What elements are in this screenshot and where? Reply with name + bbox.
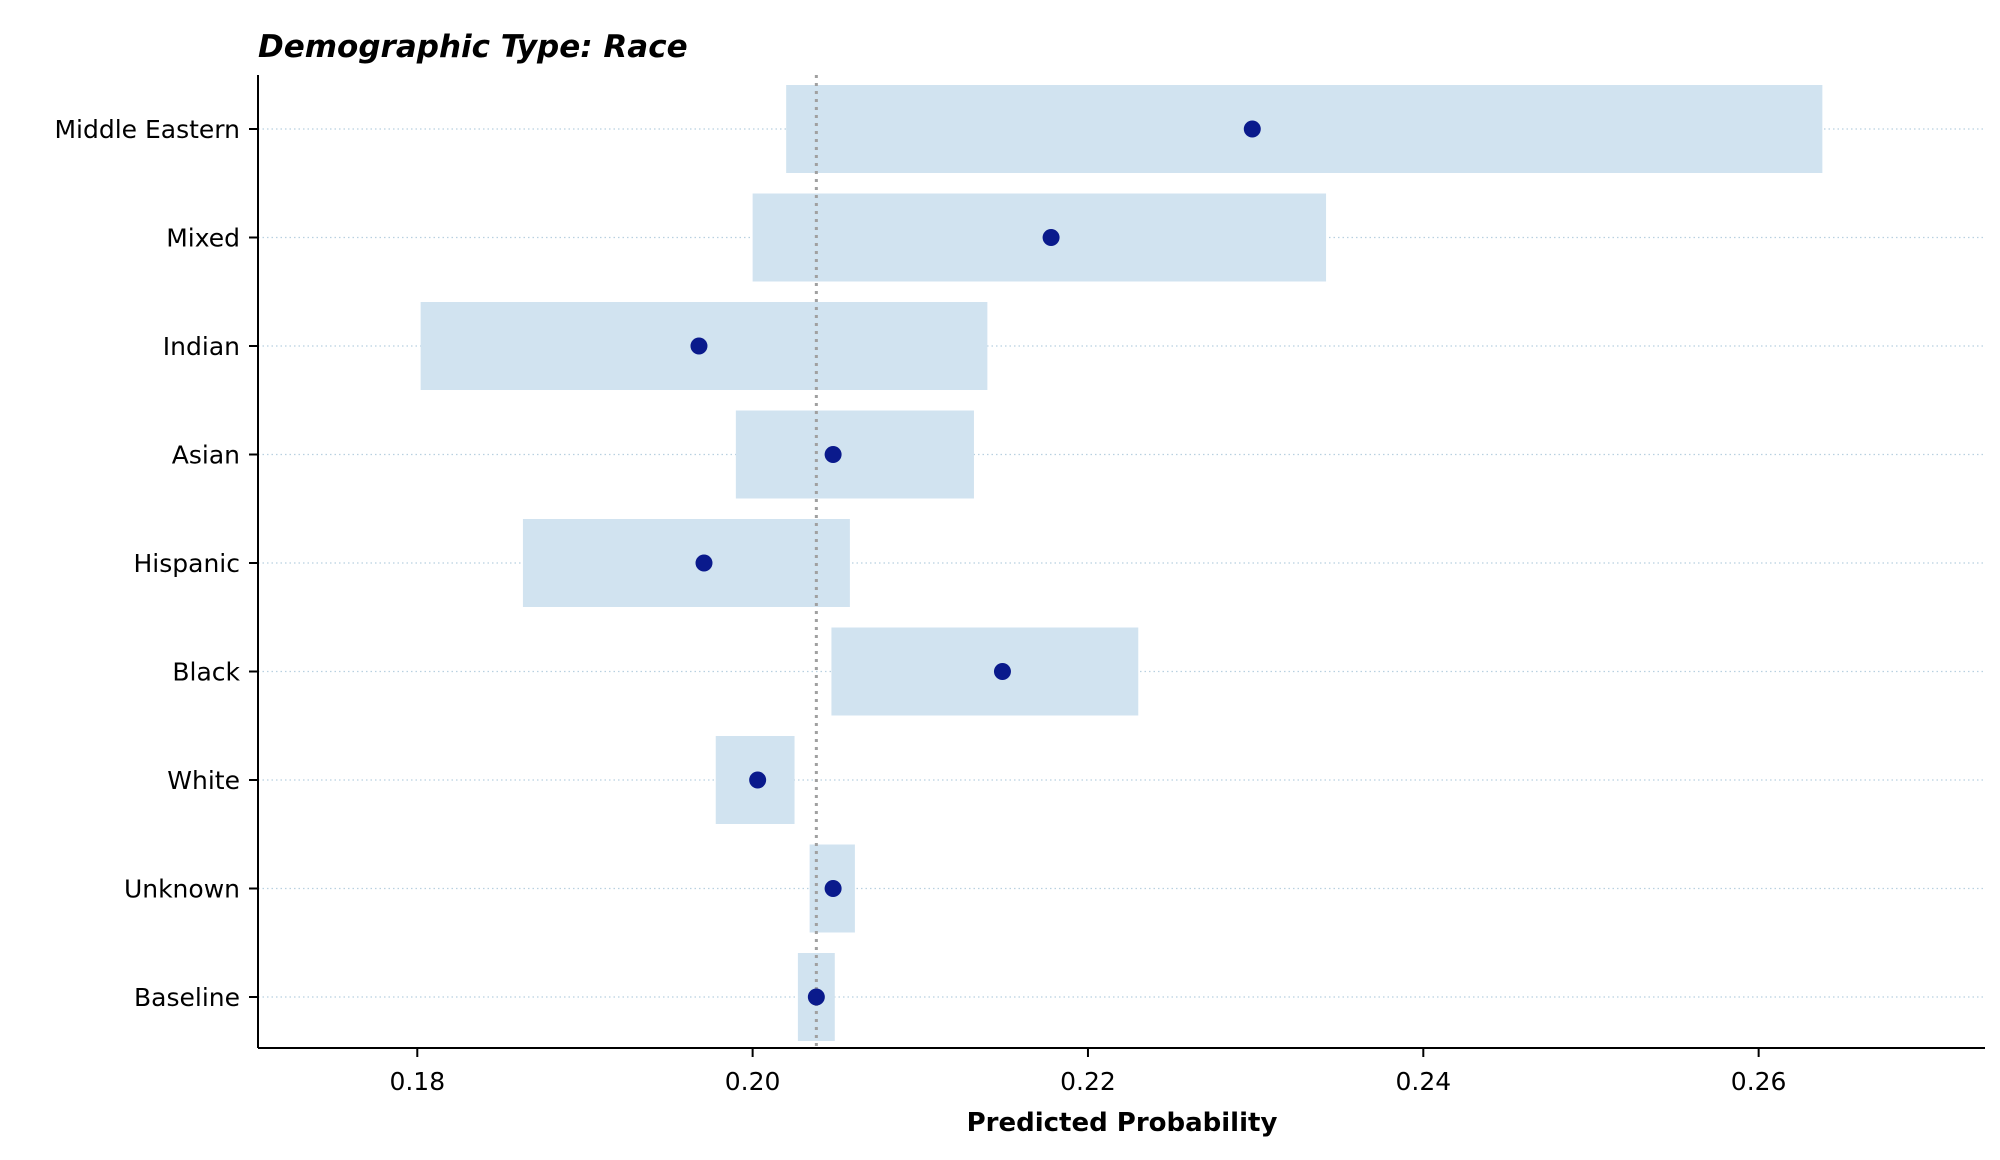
y-tick-label: Hispanic xyxy=(134,549,241,578)
y-tick-label: Asian xyxy=(172,441,240,470)
data-point xyxy=(1243,120,1261,138)
ci-band xyxy=(735,410,974,499)
chart-title: Demographic Type: Race xyxy=(258,29,688,65)
data-point xyxy=(824,446,842,463)
data-point xyxy=(690,337,708,355)
y-tick-label: Middle Eastern xyxy=(54,115,240,144)
x-tick-label: 0.22 xyxy=(1060,1067,1116,1096)
y-tick-label: Baseline xyxy=(134,983,240,1012)
data-point xyxy=(749,771,767,789)
x-tick-label: 0.20 xyxy=(725,1067,781,1096)
data-point xyxy=(1042,229,1060,246)
x-axis-title: Predicted Probability xyxy=(967,1108,1278,1138)
data-point xyxy=(695,554,713,572)
y-tick-label: Indian xyxy=(163,332,240,361)
ci-band xyxy=(786,85,1823,173)
plot-area: Middle Eastern Mixed Indian Asian Hispanic Bl… xyxy=(54,75,1985,1096)
y-tick-label: Mixed xyxy=(166,224,240,253)
ci-band xyxy=(831,627,1139,716)
y-tick-label: White xyxy=(167,766,240,795)
ci-band xyxy=(752,193,1327,282)
y-tick-label: Black xyxy=(172,658,240,687)
x-tick-label: 0.18 xyxy=(389,1067,445,1096)
y-tick-label: Unknown xyxy=(124,875,240,904)
ci-band xyxy=(522,519,850,607)
data-point xyxy=(993,663,1011,680)
x-tick-label: 0.26 xyxy=(1731,1067,1787,1096)
data-point xyxy=(824,880,842,897)
x-tick-label: 0.24 xyxy=(1395,1067,1451,1096)
data-point xyxy=(807,988,825,1006)
